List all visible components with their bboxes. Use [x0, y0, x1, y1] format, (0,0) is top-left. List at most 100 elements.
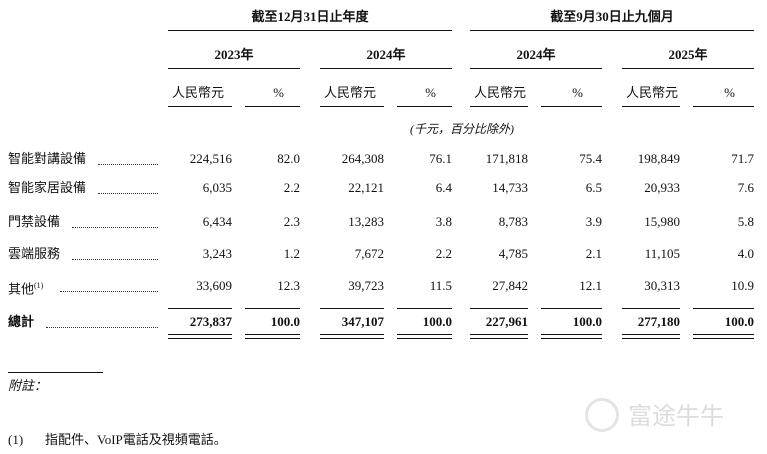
- cell: 264,308: [341, 151, 384, 166]
- rule: [168, 106, 232, 107]
- note-marker: (1): [8, 432, 24, 447]
- cell: 2.2: [283, 180, 300, 195]
- cell: 12.1: [579, 278, 602, 293]
- cell: 82.0: [277, 151, 300, 166]
- cell: 3.9: [585, 214, 602, 229]
- rule: [470, 68, 602, 69]
- cell: 7.6: [737, 180, 754, 195]
- cell: 198,849: [637, 151, 680, 166]
- rule: [397, 106, 452, 107]
- year-header: 2024年: [366, 47, 406, 62]
- cell: 20,933: [644, 180, 680, 195]
- cell: 39,723: [348, 278, 384, 293]
- leader: [98, 193, 158, 194]
- leader: [98, 164, 158, 165]
- rule: [320, 106, 384, 107]
- rule: [397, 338, 452, 339]
- rule: [8, 372, 103, 373]
- column-header: 人民幣元: [324, 85, 377, 100]
- cell: 10.9: [731, 278, 754, 293]
- rule: [168, 68, 300, 69]
- cell: 11.5: [429, 278, 452, 293]
- rule: [470, 106, 528, 107]
- rule: [693, 106, 754, 107]
- rule: [245, 338, 300, 339]
- cell: 13,283: [348, 214, 384, 229]
- rule: [693, 338, 754, 339]
- rule: [320, 308, 384, 309]
- column-header: %: [425, 85, 436, 100]
- row-label: 門禁設備: [8, 214, 61, 229]
- cell: 4,785: [498, 246, 528, 261]
- cell: 347,107: [341, 314, 384, 329]
- notes-title: 附註：: [8, 378, 48, 393]
- rule: [397, 334, 452, 335]
- rule: [693, 334, 754, 335]
- rule: [320, 334, 384, 335]
- rule: [168, 308, 232, 309]
- rule: [168, 338, 232, 339]
- group-header: 截至9月30日止九個月: [550, 9, 674, 24]
- rule: [622, 338, 680, 339]
- cell: 8,783: [498, 214, 528, 229]
- unit-note: (千元，百分比除外): [410, 122, 514, 136]
- cell: 76.1: [429, 151, 452, 166]
- row-label: 其他(1): [8, 281, 44, 297]
- cell: 12.3: [277, 278, 300, 293]
- cell: 3.8: [435, 214, 452, 229]
- column-header: 人民幣元: [474, 85, 527, 100]
- rule: [168, 334, 232, 335]
- row-label: 智能家居設備: [8, 180, 87, 195]
- cell: 2.2: [435, 246, 452, 261]
- note-text: 指配件、VoIP電話及視頻電話。: [45, 432, 227, 447]
- rule: [470, 338, 528, 339]
- rule: [622, 106, 680, 107]
- cell: 6.4: [435, 180, 452, 195]
- cell: 7,672: [354, 246, 384, 261]
- cell: 100.0: [270, 314, 300, 329]
- leader: [46, 327, 158, 328]
- leader: [72, 227, 158, 228]
- rule: [541, 106, 602, 107]
- cell: 171,818: [485, 151, 528, 166]
- cell: 2.1: [585, 246, 602, 261]
- rule: [470, 30, 754, 31]
- rule: [622, 308, 680, 309]
- rule: [470, 308, 528, 309]
- group-header: 截至12月31日止年度: [251, 9, 369, 24]
- cell: 100.0: [572, 314, 602, 329]
- column-header: 人民幣元: [626, 85, 679, 100]
- cell: 75.4: [579, 151, 602, 166]
- cell: 4.0: [737, 246, 754, 261]
- column-header: %: [572, 85, 583, 100]
- cell: 1.2: [283, 246, 300, 261]
- rule: [541, 334, 602, 335]
- cell: 71.7: [731, 151, 754, 166]
- rule: [622, 68, 754, 69]
- cell: 11,105: [644, 246, 680, 261]
- cell: 6,035: [202, 180, 232, 195]
- cell: 27,842: [492, 278, 528, 293]
- cell: 100.0: [422, 314, 452, 329]
- column-header: 人民幣元: [172, 85, 225, 100]
- rule: [541, 308, 602, 309]
- rule: [397, 308, 452, 309]
- row-label: 總計: [8, 314, 35, 329]
- cell: 100.0: [724, 314, 754, 329]
- rule: [245, 334, 300, 335]
- cell: 3,243: [202, 246, 232, 261]
- rule: [245, 106, 300, 107]
- rule: [470, 334, 528, 335]
- cell: 277,180: [637, 314, 680, 329]
- rule: [245, 308, 300, 309]
- cell: 273,837: [189, 314, 232, 329]
- cell: 15,980: [644, 214, 680, 229]
- watermark-icon: [585, 398, 619, 432]
- row-label: 智能對講設備: [8, 151, 87, 166]
- rule: [541, 338, 602, 339]
- row-label: 雲端服務: [8, 246, 61, 261]
- cell: 5.8: [737, 214, 754, 229]
- cell: 2.3: [283, 214, 300, 229]
- cell: 33,609: [196, 278, 232, 293]
